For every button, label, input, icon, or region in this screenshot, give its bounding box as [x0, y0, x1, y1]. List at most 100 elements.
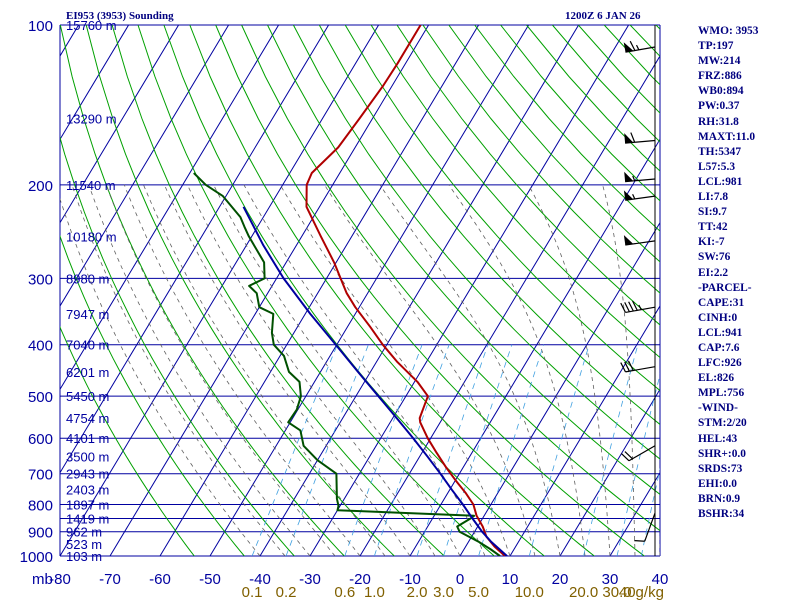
index-item: TP:197: [698, 39, 798, 54]
index-item: MAXT:11.0: [698, 130, 798, 145]
dry-adiabat-line: [242, 25, 710, 567]
index-item: HEL:43: [698, 432, 798, 447]
mixing-ratio-label: 3.0: [433, 584, 454, 600]
pressure-tick-labels: 100 200 300 400 500 600 700 800 900 1000: [20, 18, 53, 566]
mixing-ratio-label: 1.0: [364, 584, 385, 600]
isotherm-line: [410, 25, 729, 556]
isobar-lines: [60, 25, 660, 556]
temperature-tick-label: -50: [199, 571, 221, 588]
dry-adiabat-line: [86, 25, 406, 567]
mixing-ratio-label: 0.6: [334, 584, 355, 600]
temperature-tick-label: 0: [456, 571, 464, 588]
dry-adiabat-line: [268, 25, 761, 567]
observation-time: 1200Z 6 JAN 26: [565, 10, 641, 22]
pressure-tick-label: 700: [28, 467, 53, 484]
index-item: CAPE:31: [698, 296, 798, 311]
pressure-tick-label: 800: [28, 498, 53, 515]
height-label: 8980 m: [66, 271, 109, 286]
mixing-ratio-line: [345, 345, 422, 556]
index-item: -WIND-: [698, 401, 798, 416]
mixing-ratio-label: 10.0: [515, 584, 544, 600]
wind-barb: [621, 301, 655, 312]
index-item: PW:0.37: [698, 99, 798, 114]
wind-barb-staff: [645, 513, 655, 541]
dry-adiabat-line: [164, 25, 558, 567]
wind-barb: [624, 235, 655, 245]
index-item: SHR+:0.0: [698, 447, 798, 462]
index-item: BRN:0.9: [698, 492, 798, 507]
temperature-tick-label: -60: [149, 571, 171, 588]
pressure-tick-label: 300: [28, 271, 53, 288]
wind-barb-flag: [634, 541, 644, 542]
index-item: WB0:894: [698, 84, 798, 99]
index-item: SW:76: [698, 250, 798, 265]
index-item: LFC:926: [698, 356, 798, 371]
wind-barb-half-flag: [633, 194, 635, 199]
wind-barb-half-flag: [637, 45, 639, 50]
index-item: -PARCEL-: [698, 281, 798, 296]
isotherm-line: [110, 25, 429, 556]
height-label: 10180 m: [66, 229, 117, 244]
pressure-tick-label: 100: [28, 18, 53, 35]
wind-barb-flag: [629, 302, 634, 311]
height-label: 4101 m: [66, 431, 109, 446]
height-label: 7947 m: [66, 307, 109, 322]
isotherm-lines: [0, 25, 800, 556]
index-item: EI:2.2: [698, 266, 798, 281]
temperature-tick-label: -80: [49, 571, 71, 588]
mixing-ratio-label: 20.0: [569, 584, 598, 600]
moist-adiabat-line: [106, 185, 335, 556]
height-label: 6201 m: [66, 365, 109, 380]
mixing-ratio-line: [584, 345, 638, 556]
pressure-tick-label: 900: [28, 525, 53, 542]
index-item: L57:5.3: [698, 160, 798, 175]
height-label: 2943 m: [66, 467, 109, 482]
mixing-ratio-line: [529, 345, 589, 556]
isotherm-line: [10, 25, 329, 556]
index-item: MPL:756: [698, 386, 798, 401]
dry-adiabat-lines: [0, 25, 800, 567]
index-item: STM:2/20: [698, 416, 798, 431]
isotherm-line: [360, 25, 679, 556]
moist-adiabat-line: [603, 185, 635, 556]
mixing-ratio-label: 5.0: [468, 584, 489, 600]
pressure-tick-label: 1000: [20, 549, 53, 566]
height-label: 11540 m: [66, 178, 116, 193]
index-item: SRDS:73: [698, 462, 798, 477]
dry-adiabat-line: [9, 25, 254, 567]
isotherm-line: [160, 25, 479, 556]
height-label: 4754 m: [66, 411, 109, 426]
index-item: MW:214: [698, 54, 798, 69]
wind-barb: [634, 513, 655, 541]
mixing-ratio-line: [479, 345, 544, 556]
index-item: WMO: 3953: [698, 24, 798, 39]
wind-barbs: [621, 25, 655, 556]
wind-barb: [624, 133, 655, 144]
mixing-ratio-label: 2.0: [407, 584, 428, 600]
index-item: TH:5347: [698, 145, 798, 160]
pressure-tick-label: 400: [28, 338, 53, 355]
wind-barb: [621, 446, 655, 461]
wind-barb-flag: [625, 302, 630, 311]
moist-adiabat-line: [660, 185, 664, 556]
index-item: EHI:0.0: [698, 477, 798, 492]
index-item: SI:9.7: [698, 205, 798, 220]
index-item: EL:826: [698, 371, 798, 386]
index-item: LCL:941: [698, 326, 798, 341]
pressure-tick-label: 600: [28, 431, 53, 448]
height-label: 1897 m: [66, 498, 109, 513]
height-label: 3500 m: [66, 450, 109, 465]
index-item: LI:7.8: [698, 190, 798, 205]
temperature-tick-label: 20: [552, 571, 569, 588]
index-item: CINH:0: [698, 311, 798, 326]
isotherm-line: [0, 25, 29, 556]
pressure-tick-label: 500: [28, 389, 53, 406]
pressure-tick-label: 200: [28, 178, 53, 195]
height-label: 103 m: [66, 549, 102, 564]
index-item: LCL:981: [698, 175, 798, 190]
station-title: EI953 (3953) Sounding: [66, 10, 174, 22]
moist-adiabat-lines: [56, 185, 664, 556]
temperature-tick-label: -70: [99, 571, 121, 588]
